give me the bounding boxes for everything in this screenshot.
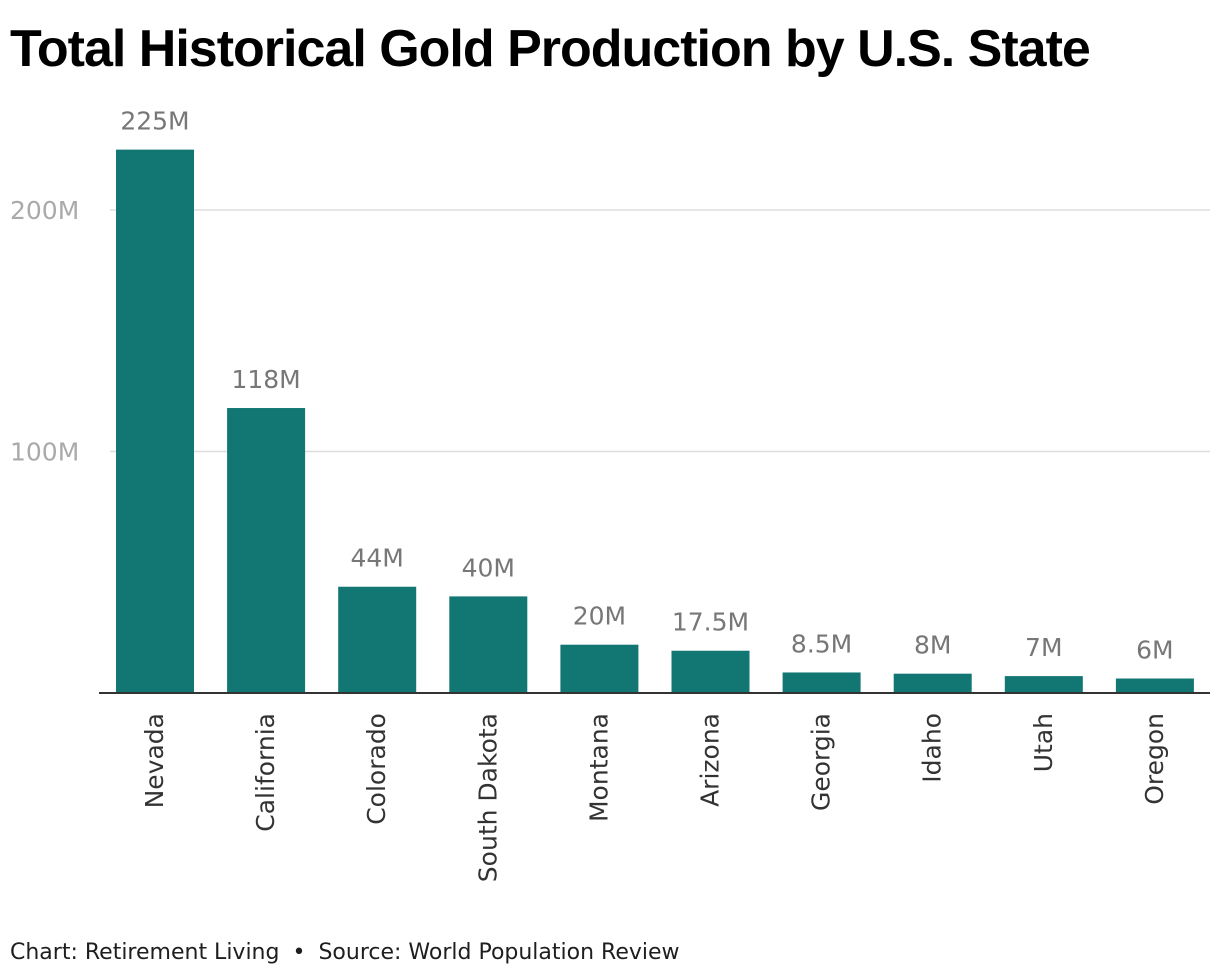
y-tick-label: 200M [10,196,79,225]
bar-value-label: 44M [351,544,404,573]
bar-arizona [671,650,750,693]
bar-georgia [782,672,861,693]
bar-value-labels: 225M 118M 44M 40M 20M 17.5M 8.5M 8M 7M 6M [120,107,1173,665]
chart-credit: Chart: Retirement Living [10,940,280,965]
bar-value-label: 8M [914,631,951,660]
bar-chart: 100M 200M 225M 118M 44M 40M 20M 17.5M 8.5M 8M 7M 6… [10,107,1210,882]
chart-footer: Chart: Retirement Living • Source: World… [10,938,680,968]
category-label: South Dakota [473,713,502,882]
bar-south-dakota [449,596,528,693]
bar-utah [1004,676,1083,693]
bar-nevada [116,149,194,693]
bar-value-label: 225M [120,107,189,136]
bars [116,149,1194,693]
bar-value-label: 118M [231,365,300,394]
category-label: Colorado [362,713,391,825]
bar-california [227,408,306,693]
y-tick-label: 100M [10,438,79,467]
category-label: Oregon [1140,713,1169,805]
footer-separator: • [292,940,306,965]
category-label: California [251,713,280,832]
bar-idaho [893,673,972,693]
category-label: Montana [584,713,613,822]
bar-oregon [1115,678,1194,693]
category-label: Arizona [696,713,725,807]
x-axis-category-labels: Nevada California Colorado South Dakota Mont… [140,713,1169,882]
chart-source: Source: World Population Review [318,940,680,965]
bar-montana [560,644,639,693]
category-label: Nevada [140,713,169,808]
chart-title: Total Historical Gold Production by U.S.… [10,20,1091,78]
bar-value-label: 20M [573,602,626,631]
bar-colorado [338,586,417,693]
bar-value-label: 17.5M [672,608,749,637]
category-label: Utah [1029,713,1058,772]
category-label: Georgia [807,713,836,811]
bar-value-label: 40M [462,553,515,582]
bar-value-label: 6M [1136,636,1173,665]
bar-value-label: 8.5M [791,629,852,658]
bar-value-label: 7M [1025,633,1062,662]
y-axis-tick-labels: 100M 200M [10,196,79,467]
category-label: Idaho [918,713,947,783]
